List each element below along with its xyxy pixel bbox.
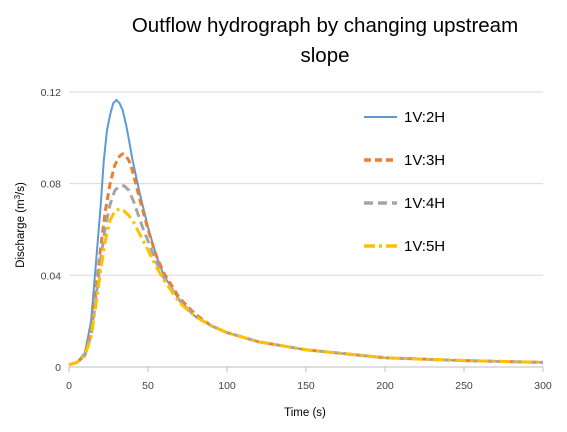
x-axis-label: Time (s)	[284, 407, 326, 419]
axes: 0 0.04 0.08 0.12 0 50 100 150 200 250 300	[41, 87, 552, 392]
legend-label-2: 1V:3H	[404, 152, 445, 169]
x-tick-label: 250	[455, 380, 473, 392]
y-tick-label: 0.04	[41, 270, 62, 282]
y-axis-label: Discharge (m3/s)	[13, 182, 27, 268]
x-tick-label: 100	[218, 380, 236, 392]
chart-title-line-1: Outflow hydrograph by changing upstream	[131, 14, 519, 37]
x-tick-label: 150	[297, 380, 315, 392]
x-tick-label: 200	[376, 380, 394, 392]
series-lines	[68, 98, 544, 367]
y-tick-label: 0.12	[41, 87, 62, 99]
x-tick-label: 300	[534, 380, 552, 392]
legend-label-3: 1V:4H	[404, 195, 445, 212]
chart-title-line-2: slope	[300, 44, 350, 67]
x-tick-label: 0	[66, 380, 72, 392]
legend-label-4: 1V:5H	[404, 238, 445, 255]
series-line-2	[68, 152, 544, 367]
x-tick-label: 50	[142, 380, 154, 392]
y-tick-label: 0.08	[41, 179, 62, 191]
series-line-4	[68, 207, 544, 367]
legend-label-1: 1V:2H	[404, 109, 445, 126]
y-tick-label: 0	[55, 362, 61, 374]
legend: 1V:2H 1V:3H 1V:4H 1V:5H	[364, 109, 445, 255]
gridlines	[69, 91, 543, 276]
